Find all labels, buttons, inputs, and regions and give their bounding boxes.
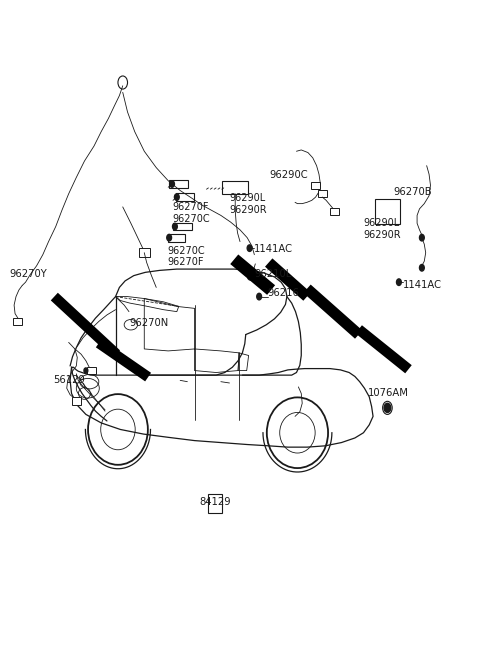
Bar (169, 180, 188, 188)
Ellipse shape (267, 398, 328, 468)
Bar (222, 180, 248, 194)
Bar (208, 494, 222, 512)
Circle shape (247, 245, 252, 251)
Bar (72, 398, 81, 405)
Text: 96290C: 96290C (270, 170, 308, 180)
Circle shape (167, 234, 171, 241)
Bar (330, 208, 339, 215)
Bar (312, 182, 320, 189)
Ellipse shape (88, 394, 148, 465)
Text: 1076AM: 1076AM (368, 388, 409, 398)
Text: 96290L
96290R: 96290L 96290R (229, 193, 267, 215)
Bar (173, 222, 192, 230)
Circle shape (396, 279, 401, 285)
Circle shape (172, 223, 177, 230)
Text: 96270Y: 96270Y (9, 269, 47, 279)
Text: 1141AC: 1141AC (403, 279, 442, 289)
Text: 96210L: 96210L (254, 269, 292, 279)
Text: 96270N: 96270N (129, 318, 168, 327)
Bar (375, 199, 400, 224)
Bar (139, 249, 150, 257)
Text: 96270B: 96270B (393, 187, 432, 197)
Bar (13, 318, 22, 325)
Circle shape (420, 264, 424, 271)
Text: 96290L
96290R: 96290L 96290R (363, 218, 401, 239)
Text: 96270F
96270C: 96270F 96270C (172, 202, 210, 224)
Bar (318, 190, 326, 197)
Circle shape (384, 403, 391, 413)
Circle shape (169, 180, 174, 187)
Circle shape (420, 234, 424, 241)
Text: 56129: 56129 (53, 375, 85, 385)
Bar (176, 193, 194, 201)
Text: 84129: 84129 (199, 497, 231, 507)
Text: 1141AC: 1141AC (254, 244, 293, 255)
Bar (168, 234, 185, 241)
Text: 96216: 96216 (268, 288, 300, 298)
Circle shape (174, 194, 179, 200)
Circle shape (257, 293, 262, 300)
Text: 96270C
96270F: 96270C 96270F (167, 245, 205, 267)
Circle shape (84, 368, 88, 373)
Bar (87, 367, 96, 375)
